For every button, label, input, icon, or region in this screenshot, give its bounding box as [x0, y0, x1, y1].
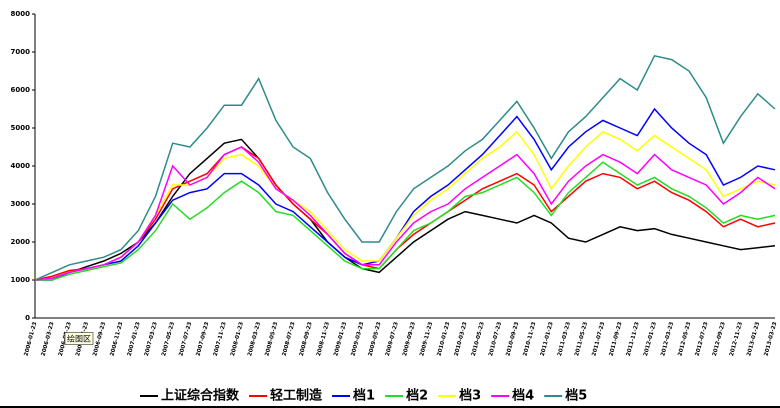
series-line — [34, 146, 776, 281]
y-tick-label: 6000 — [11, 86, 31, 94]
y-tick-label: 2000 — [11, 238, 31, 246]
annotation: 绘图区 — [67, 334, 91, 344]
series-line — [34, 54, 776, 281]
legend-label: 档4 — [512, 388, 534, 404]
series-line — [35, 107, 776, 281]
y-tick-label: 0 — [25, 314, 30, 322]
y-tick-label: 1000 — [11, 276, 31, 284]
legend-label: 档3 — [459, 388, 481, 404]
y-tick-label: 3000 — [11, 200, 31, 208]
legend-label: 轻工制造 — [270, 388, 323, 404]
annotation-box — [64, 332, 94, 345]
series-line — [34, 146, 776, 281]
legend-label: 档5 — [565, 388, 587, 404]
series-line — [35, 161, 776, 281]
y-tick-label: 4000 — [11, 162, 31, 170]
legend-label: 档1 — [353, 388, 375, 404]
legend-label: 档2 — [406, 388, 428, 404]
series-line — [34, 130, 776, 281]
legend-label: 上证综合指数 — [161, 388, 240, 404]
y-tick-label: 5000 — [11, 124, 31, 132]
y-tick-label: 7000 — [11, 48, 31, 56]
y-tick-label: 8000 — [11, 10, 31, 18]
